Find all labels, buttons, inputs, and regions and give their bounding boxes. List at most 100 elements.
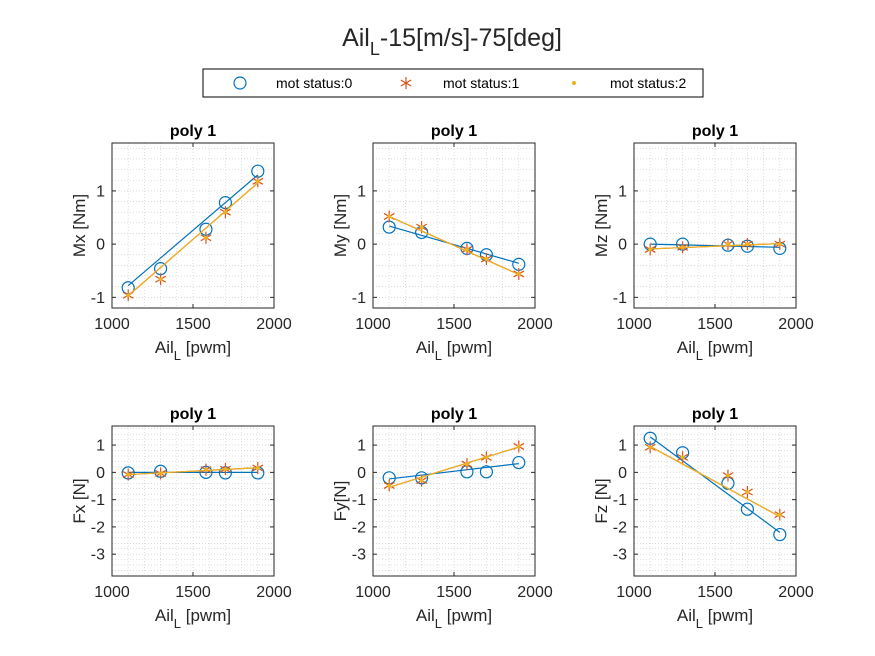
series-group xyxy=(121,164,265,302)
x-tick-label: 1500 xyxy=(697,316,733,333)
x-tick-label: 1000 xyxy=(355,316,391,333)
subplot-title: poly 1 xyxy=(431,123,477,140)
y-tick-label: 0 xyxy=(618,465,627,482)
y-tick-label: -1 xyxy=(91,492,105,509)
y-tick-label: -1 xyxy=(91,290,105,307)
subplot-my: 1000 1500 2000 -1 0 1 poly 1 AilL [pwm] My [Nm] xyxy=(331,123,553,363)
y-tick-label: 0 xyxy=(357,237,366,254)
point-dot-status2 xyxy=(158,471,163,476)
x-tick-label: 1500 xyxy=(436,316,472,333)
point-dot-status2 xyxy=(203,467,208,472)
point-dot-status2 xyxy=(158,277,163,282)
point-dot-status2 xyxy=(419,478,424,483)
y-tick-label: 0 xyxy=(96,237,105,254)
point-dot-status2 xyxy=(777,242,782,247)
fit-line-status0 xyxy=(127,174,259,287)
point-dot-status2 xyxy=(126,293,131,298)
x-axis-label: AilL [pwm] xyxy=(155,338,231,363)
y-axis-label: Fz [N] xyxy=(592,478,611,523)
subplot-mx: 1000 1500 2000 -1 0 1 poly 1 AilL [pwm] Mx [Nm] xyxy=(70,123,292,363)
fit-line-status2 xyxy=(650,242,780,250)
series-group xyxy=(643,431,787,542)
point-dot-status2 xyxy=(387,483,392,488)
x-tick-label: 2000 xyxy=(517,584,553,601)
x-tick-label: 1500 xyxy=(175,316,211,333)
y-tick-label: -1 xyxy=(352,492,366,509)
point-dot-status2 xyxy=(516,444,521,449)
figure-title: AilL-15[m/s]-75[deg] xyxy=(342,24,562,59)
point-dot-status2 xyxy=(725,242,730,247)
fit-line-status2 xyxy=(649,445,781,518)
fit-line-status2 xyxy=(388,215,520,276)
point-dot-status2 xyxy=(516,271,521,276)
legend-dot-marker xyxy=(572,81,576,85)
fit-line-status2 xyxy=(389,446,519,488)
x-axis-label: AilL [pwm] xyxy=(155,606,231,631)
y-tick-label: 1 xyxy=(357,438,366,455)
y-tick-label: 1 xyxy=(96,183,105,200)
y-tick-label: -1 xyxy=(613,492,627,509)
x-tick-label: 1500 xyxy=(436,584,472,601)
point-dot-status2 xyxy=(223,210,228,215)
point-dot-status2 xyxy=(464,247,469,252)
point-dot-status2 xyxy=(648,445,653,450)
y-tick-label: 0 xyxy=(357,465,366,482)
subplot-title: poly 1 xyxy=(431,406,477,423)
y-axis-label: Mz [Nm] xyxy=(592,194,611,257)
minor-grid xyxy=(634,426,796,576)
minor-grid xyxy=(112,143,274,308)
legend-entry-status1: mot status:1 xyxy=(400,75,519,91)
point-dot-status2 xyxy=(745,490,750,494)
y-tick-label: -1 xyxy=(352,290,366,307)
fit-line-status2 xyxy=(128,467,258,476)
subplot-title: poly 1 xyxy=(170,123,216,140)
point-circle-status0 xyxy=(740,502,755,516)
y-tick-label: -3 xyxy=(613,547,627,564)
y-tick-label: 1 xyxy=(96,438,105,455)
subplot-fz: 1000 1500 2000 -3 -2 -1 0 1 poly 1 AilL [pwm] Fz [… xyxy=(592,406,814,631)
x-axis-label: AilL [pwm] xyxy=(677,338,753,363)
x-tick-label: 2000 xyxy=(778,316,814,333)
point-dot-status2 xyxy=(680,245,685,250)
series-group xyxy=(382,440,526,492)
point-dot-status2 xyxy=(126,472,131,477)
series-group xyxy=(643,237,787,256)
y-axis-label: Fx [N] xyxy=(70,478,89,523)
legend-label-status1: mot status:1 xyxy=(443,75,519,91)
x-tick-label: 2000 xyxy=(517,316,553,333)
y-tick-label: 1 xyxy=(618,183,627,200)
x-axis-label: AilL [pwm] xyxy=(677,606,753,631)
y-axis-label: My [Nm] xyxy=(331,194,350,257)
x-tick-label: 1000 xyxy=(616,316,652,333)
x-tick-label: 1000 xyxy=(94,316,130,333)
point-dot-status2 xyxy=(745,242,750,247)
legend-asterisk-marker xyxy=(400,77,412,89)
minor-grid xyxy=(373,143,535,308)
legend-circle-marker xyxy=(233,76,247,90)
series-group xyxy=(121,462,265,481)
point-dot-status2 xyxy=(419,225,424,230)
point-dot-status2 xyxy=(484,257,489,262)
subplot-mz: 1000 1500 2000 -1 0 1 poly 1 AilL [pwm] Mz [Nm] xyxy=(592,123,814,363)
fit-line-status0 xyxy=(389,463,519,480)
y-tick-label: -3 xyxy=(352,547,366,564)
minor-grid xyxy=(112,426,274,576)
point-dot-status2 xyxy=(203,235,208,240)
series-group xyxy=(382,210,526,280)
x-axis-label: AilL [pwm] xyxy=(416,338,492,363)
legend-label-status2: mot status:2 xyxy=(610,75,686,91)
point-dot-status2 xyxy=(648,247,653,252)
x-tick-label: 2000 xyxy=(256,316,292,333)
point-dot-status2 xyxy=(255,466,260,470)
subplot-title: poly 1 xyxy=(692,123,738,140)
point-circle-status0 xyxy=(479,465,493,479)
y-tick-label: -1 xyxy=(613,290,627,307)
point-dot-status2 xyxy=(777,512,782,517)
legend: mot status:0 mot status:1 mot status:2 xyxy=(202,68,704,98)
subplot-fx: 1000 1500 2000 -3 -2 -1 0 1 poly 1 AilL [pwm] Fx [… xyxy=(70,406,292,631)
legend-box xyxy=(202,68,704,98)
y-tick-label: 1 xyxy=(618,438,627,455)
y-axis-label: Fy[N] xyxy=(331,481,350,522)
y-tick-label: -2 xyxy=(352,519,366,536)
